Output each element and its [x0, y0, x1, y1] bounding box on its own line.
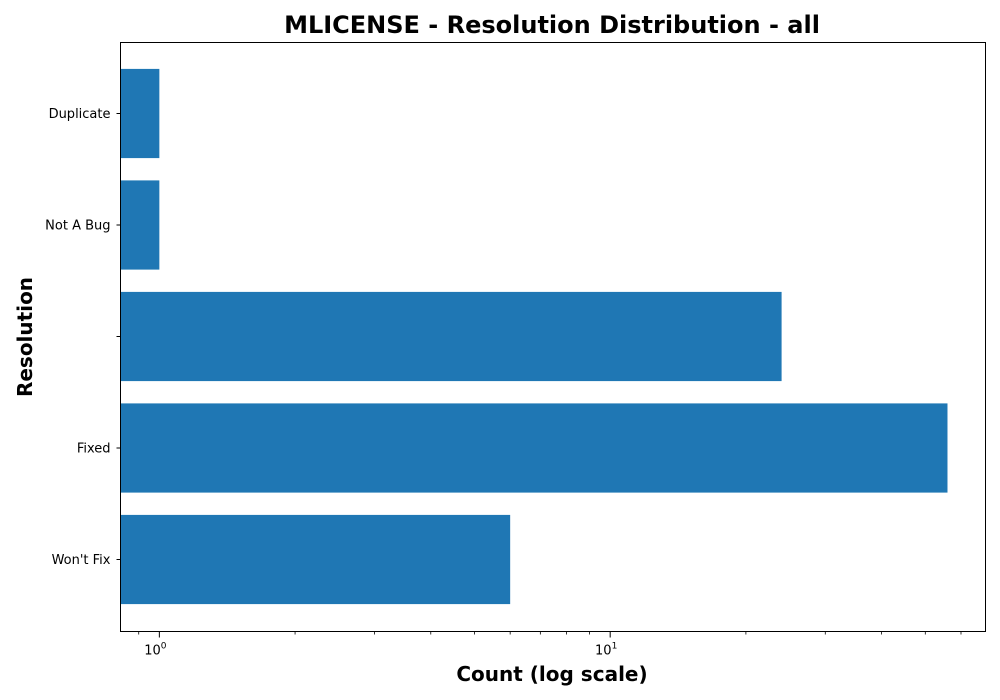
x-tick-label: 101: [595, 642, 617, 659]
y-tick-label: Not A Bug: [45, 219, 110, 234]
axes-frame: [120, 42, 986, 632]
y-tick-label: Won't Fix: [52, 553, 111, 568]
x-axis-label: Count (log scale): [456, 662, 647, 686]
chart-title: MLICENSE - Resolution Distribution - all: [284, 11, 820, 39]
x-tick-label: 100: [144, 642, 167, 659]
bar: [120, 403, 948, 493]
y-tick-label: Duplicate: [49, 107, 111, 122]
y-tick-label: Fixed: [77, 442, 111, 457]
plot-area: Won't Fix Fixed Not A Bug Duplicate 100 101: [45, 68, 962, 659]
bar: [120, 291, 782, 382]
bar: [120, 68, 160, 159]
y-axis-label: Resolution: [13, 277, 37, 397]
bar: [120, 180, 160, 270]
bar: [120, 514, 511, 605]
